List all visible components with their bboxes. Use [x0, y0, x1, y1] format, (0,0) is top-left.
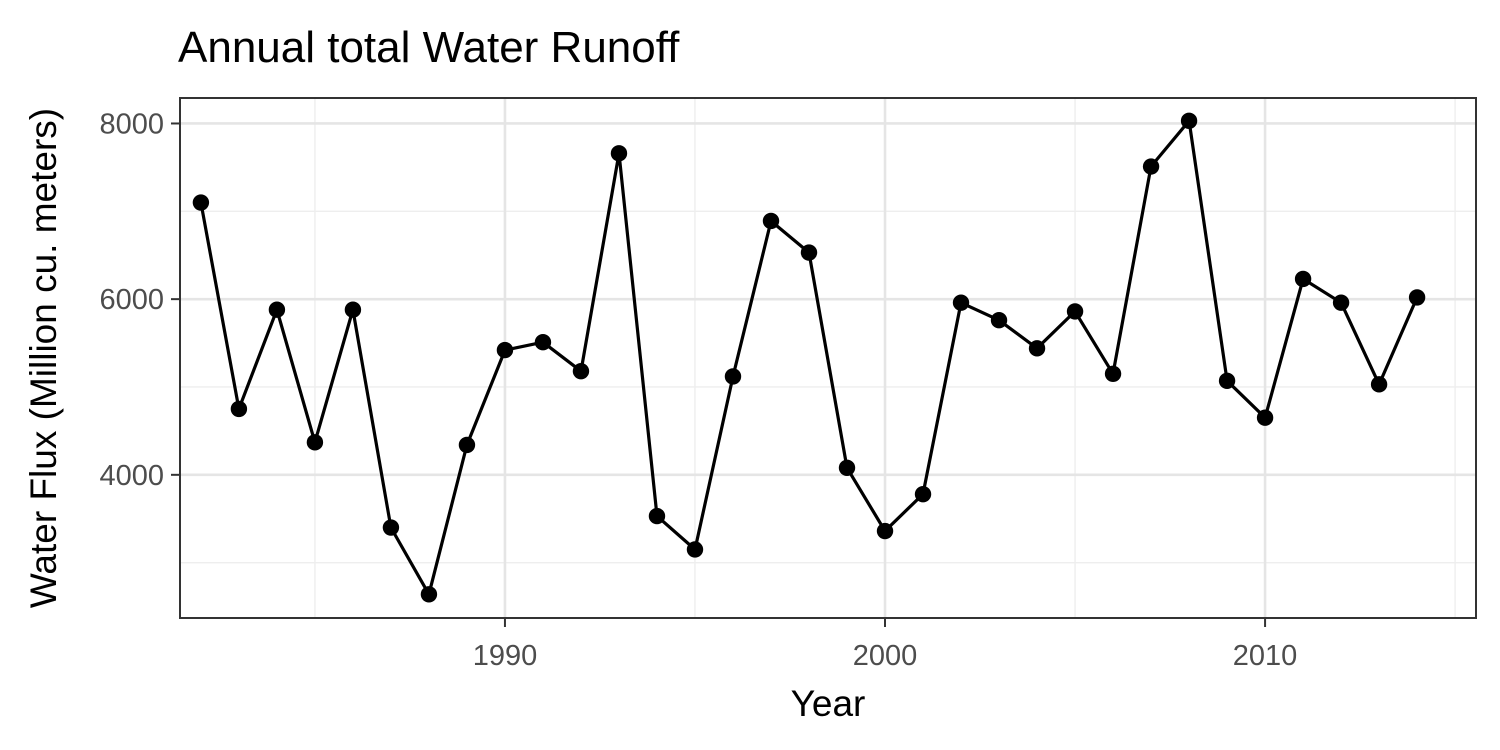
- x-tick-label: 1990: [473, 640, 538, 672]
- data-point-2012: [1332, 294, 1350, 311]
- data-point-1993: [610, 145, 628, 162]
- data-point-1985: [306, 434, 324, 451]
- y-axis-title: Water Flux (Million cu. meters): [23, 108, 64, 608]
- data-point-2007: [1142, 158, 1160, 175]
- x-tick-label: 2000: [853, 640, 918, 672]
- data-point-2008: [1180, 112, 1198, 130]
- data-point-2005: [1066, 303, 1084, 320]
- data-point-2010: [1256, 409, 1274, 426]
- data-point-1996: [724, 368, 742, 385]
- data-point-1987: [382, 519, 400, 536]
- data-point-1997: [762, 212, 780, 230]
- data-point-2011: [1294, 270, 1312, 288]
- x-tick-label: 2010: [1233, 640, 1298, 672]
- data-point-2009: [1218, 372, 1236, 390]
- data-point-1988: [420, 586, 438, 603]
- data-point-1989: [458, 436, 476, 454]
- y-tick-label: 8000: [99, 108, 164, 140]
- x-axis: 1990 2000 2010: [473, 618, 1298, 672]
- data-point-2002: [952, 294, 970, 311]
- data-point-2004: [1028, 340, 1046, 357]
- data-point-1999: [838, 459, 856, 476]
- chart-title: Annual total Water Runoff: [178, 23, 680, 72]
- data-point-2003: [990, 312, 1008, 329]
- plot-panel-border: [179, 97, 1477, 619]
- data-point-2013: [1370, 376, 1388, 393]
- x-axis-title: Year: [791, 683, 866, 724]
- data-point-1982: [192, 194, 210, 211]
- data-point-1983: [230, 400, 248, 418]
- data-point-1990: [496, 341, 514, 359]
- data-point-1995: [686, 541, 704, 558]
- y-axis: 4000 6000 8000: [99, 108, 180, 492]
- data-point-1994: [648, 507, 666, 525]
- data-point-2014: [1408, 289, 1426, 306]
- y-tick-label: 4000: [99, 460, 164, 492]
- data-point-1984: [268, 301, 286, 318]
- data-point-2000: [876, 522, 894, 540]
- data-point-2006: [1104, 365, 1122, 383]
- data-points: [192, 112, 1426, 603]
- data-point-2001: [914, 485, 932, 503]
- y-tick-label: 6000: [99, 284, 164, 316]
- data-point-1992: [572, 362, 590, 380]
- data-point-1986: [344, 301, 362, 318]
- data-point-1998: [800, 244, 818, 261]
- data-point-1991: [534, 333, 552, 351]
